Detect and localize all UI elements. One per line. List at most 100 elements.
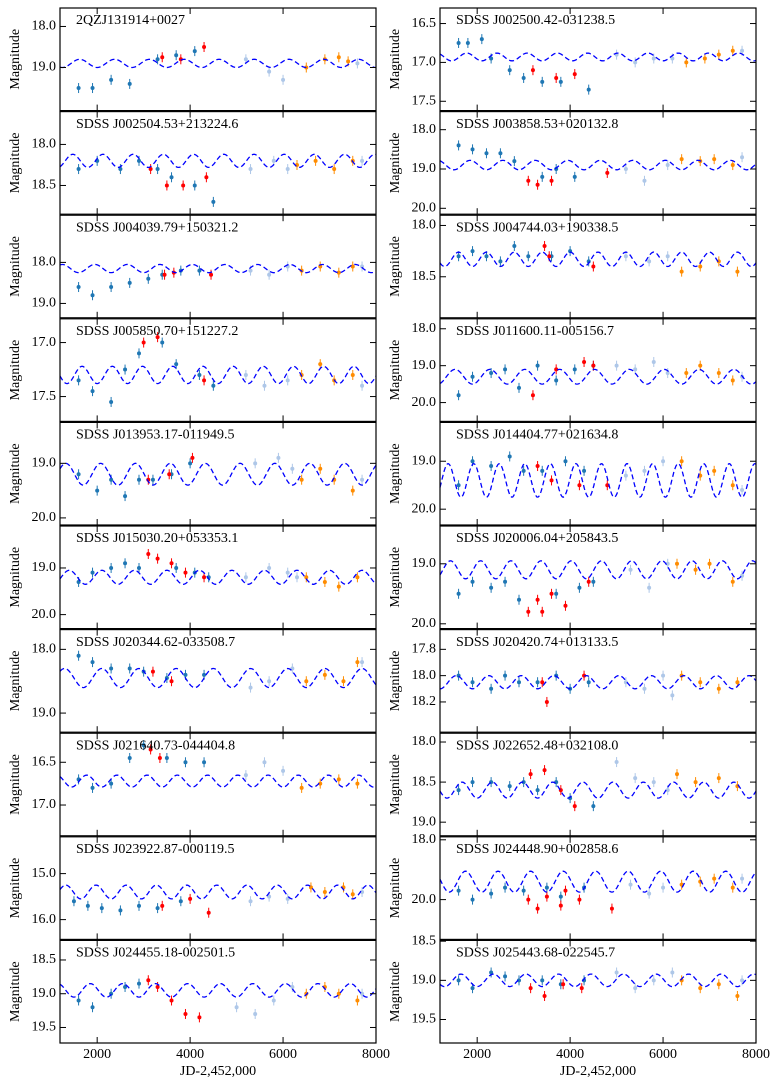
panel-title: SDSS J002500.42-031238.5 [456,13,615,28]
data-point [141,340,146,345]
y-tick-label: 18.5 [32,952,57,967]
data-point [299,477,304,482]
panel-title: SDSS J011600.11-005156.7 [456,324,614,339]
data-point [285,167,290,172]
data-point [262,760,267,765]
data-point [679,269,684,274]
data-point [651,359,656,364]
y-tick-label: 19.0 [32,986,57,1001]
plot-frame [439,939,757,1044]
panel-title: SDSS J003858.53+020132.8 [456,117,618,132]
data-point [204,175,209,180]
data-point [540,468,545,473]
y-tick-label: 17.0 [32,797,57,812]
y-axis-label: Magnitude [388,29,403,90]
data-point [470,147,475,152]
data-point [547,254,552,259]
data-point [554,75,559,80]
data-point [360,660,365,665]
panel: 18.0 19.0 SDSS J004039.79+150321.2 Magnitud… [8,214,377,319]
y-tick-label: 19.0 [412,973,437,988]
data-point [670,693,675,698]
data-point [517,978,521,983]
data-point [174,362,179,367]
data-point [554,591,559,596]
data-point [197,268,202,273]
data-point [243,372,248,377]
plot-frame [59,628,377,733]
data-point [563,603,568,608]
data-point [155,167,160,172]
data-point [109,285,114,290]
y-tick-label: 20.0 [412,501,437,516]
model-curve [59,982,377,998]
panel-title: SDSS J014404.77+021634.8 [456,428,618,443]
data-point [146,276,151,281]
y-axis-label: Magnitude [388,961,403,1022]
data-point [181,183,186,188]
data-point [148,167,153,172]
data-point [503,579,508,584]
y-tick-label: 17.5 [32,389,57,404]
plot-frame [59,110,377,215]
plot-frame [59,7,377,112]
data-point [507,68,512,73]
data-point [253,461,258,466]
data-point [540,609,545,614]
data-point [572,174,577,179]
data-point [526,254,531,259]
data-point [127,755,132,760]
data-point [192,183,197,188]
y-tick-label: 20.0 [32,510,57,525]
data-point [148,747,153,752]
data-point [155,984,160,989]
y-tick-label: 19.5 [412,1012,437,1027]
panel: 18.5 19.0 19.5 2000 4000 6000 8000 SDSS J025443… [388,933,770,1079]
data-point [609,906,614,911]
data-point [197,1015,202,1020]
model-curve [439,870,757,893]
plot-frame [439,214,757,319]
data-point [137,903,141,908]
x-tick-label: 6000 [649,1047,677,1062]
y-axis-label: Magnitude [388,858,403,919]
data-point [563,888,568,893]
data-point [716,776,721,781]
plot-frame [439,836,757,940]
data-point [123,367,128,372]
data-point [456,254,461,259]
data-point [127,666,132,671]
data-point [675,561,679,566]
data-point [528,772,533,777]
data-point [577,483,582,488]
y-tick-label: 20.0 [412,892,437,907]
panel: 19.0 20.0 SDSS J013953.17-011949.5 Magnitud… [8,421,377,526]
data-point [90,86,95,91]
data-point [730,579,735,584]
data-point [248,685,253,690]
panel-title: SDSS J025443.68-022545.7 [456,946,615,961]
data-point [155,906,160,911]
data-point [90,785,95,790]
panel-title: SDSS J022652.48+032108.0 [456,738,618,753]
data-point [350,264,355,269]
data-point [521,888,526,893]
panel-title: SDSS J020344.62-033508.7 [76,635,235,650]
y-tick-label: 19.0 [32,705,57,720]
data-point [535,182,540,187]
panel-title: SDSS J024448.90+002858.6 [456,842,618,857]
panel: 18.0 18.5 SDSS J002504.53+213224.6 Magnitud… [8,110,377,215]
data-point [582,359,587,364]
data-point [651,56,656,61]
x-axis-label: JD-2,452,000 [560,1064,636,1079]
data-point [355,575,360,580]
y-tick-label: 19.5 [32,1020,57,1035]
data-point [137,565,141,570]
data-point [76,167,81,172]
data-point [202,378,207,383]
panel: 18.0 19.0 2QZJ131914+0027 Magnitude [8,7,377,112]
data-point [318,362,323,367]
data-point [642,178,647,183]
data-point [202,760,207,765]
data-point [155,556,160,561]
